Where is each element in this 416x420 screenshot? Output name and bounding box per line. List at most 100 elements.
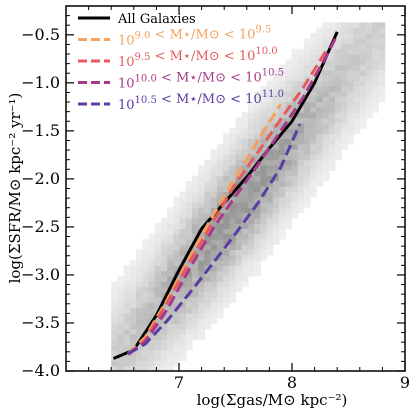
density-cell: [241, 117, 249, 124]
density-cell: [173, 223, 181, 229]
density-cell: [372, 38, 380, 45]
density-cell: [272, 75, 280, 82]
density-cell: [266, 212, 274, 219]
density-cell: [216, 207, 224, 214]
density-cell: [297, 138, 305, 145]
density-cell: [247, 112, 255, 119]
density-cell: [285, 85, 293, 92]
density-cell: [185, 286, 193, 293]
density-cell: [154, 355, 162, 362]
density-cell: [167, 260, 174, 266]
density-cell: [179, 207, 187, 214]
density-cell: [129, 355, 137, 362]
density-cell: [191, 196, 199, 203]
density-cell: [229, 291, 237, 298]
density-cell: [117, 318, 125, 325]
density-cell: [123, 281, 131, 288]
density-cell: [173, 212, 181, 219]
density-cell: [303, 38, 311, 45]
density-cell: [216, 223, 224, 229]
density-cell: [285, 133, 293, 140]
density-cell: [260, 244, 268, 251]
density-cell: [378, 32, 386, 39]
density-cell: [341, 127, 348, 134]
density-cell: [297, 91, 305, 97]
density-cell: [341, 117, 348, 124]
density-cell: [148, 349, 156, 356]
density-cell: [285, 159, 293, 166]
density-cell: [266, 85, 274, 92]
density-cell: [185, 339, 193, 346]
density-cell: [129, 312, 137, 319]
density-cell: [241, 154, 249, 161]
density-cell: [322, 59, 330, 66]
density-cell: [229, 249, 237, 256]
density-cell: [160, 344, 168, 351]
density-cell: [279, 233, 286, 240]
density-cell: [254, 270, 261, 277]
density-cell: [359, 48, 367, 55]
density-cell: [136, 302, 143, 309]
density-cell: [272, 191, 280, 198]
density-cell: [235, 164, 243, 171]
density-cell: [347, 138, 355, 145]
density-cell: [160, 281, 168, 288]
density-cell: [154, 360, 162, 367]
density-cell: [254, 117, 261, 124]
density-cell: [241, 228, 249, 235]
density-cell: [216, 175, 224, 182]
density-cell: [353, 85, 361, 92]
density-cell: [297, 175, 305, 182]
series-line-2: [127, 50, 328, 356]
density-cell: [198, 180, 206, 187]
density-cell: [254, 228, 261, 235]
density-cell: [185, 270, 193, 277]
density-cell: [185, 260, 193, 266]
density-cell: [167, 238, 174, 245]
density-cell: [310, 133, 317, 140]
density-cell: [291, 201, 299, 208]
density-cell: [279, 217, 286, 224]
density-cell: [216, 254, 224, 261]
density-cell: [160, 323, 168, 330]
density-cell: [322, 138, 330, 145]
density-cell: [303, 149, 311, 156]
density-cell: [328, 54, 336, 60]
density-cell: [136, 360, 143, 367]
density-cell: [185, 217, 193, 224]
density-cell: [303, 112, 311, 119]
density-cell: [260, 170, 268, 177]
density-cell: [167, 228, 174, 235]
density-cell: [167, 217, 174, 224]
density-cell: [328, 91, 336, 97]
density-cell: [148, 355, 156, 362]
density-cell: [310, 48, 317, 55]
density-cell: [303, 64, 311, 71]
density-cell: [241, 233, 249, 240]
density-cell: [334, 91, 342, 97]
density-cell: [210, 180, 218, 187]
density-cell: [179, 275, 187, 282]
density-cell: [366, 91, 373, 97]
density-cell: [179, 281, 187, 288]
density-cell: [322, 127, 330, 134]
density-cell: [216, 143, 224, 150]
density-cell: [378, 22, 386, 29]
density-cell: [191, 312, 199, 319]
density-cell: [235, 212, 243, 219]
density-cell: [285, 180, 293, 187]
density-cell: [279, 138, 286, 145]
density-cell: [173, 323, 181, 330]
density-cell: [185, 302, 193, 309]
density-cell: [191, 286, 199, 293]
density-cell: [322, 149, 330, 156]
density-cell: [223, 302, 230, 309]
density-cell: [322, 175, 330, 182]
density-cell: [378, 59, 386, 66]
density-cell: [229, 159, 237, 166]
density-cell: [272, 91, 280, 97]
density-cell: [136, 355, 143, 362]
density-cell: [297, 170, 305, 177]
density-cell: [266, 127, 274, 134]
density-cell: [366, 85, 373, 92]
